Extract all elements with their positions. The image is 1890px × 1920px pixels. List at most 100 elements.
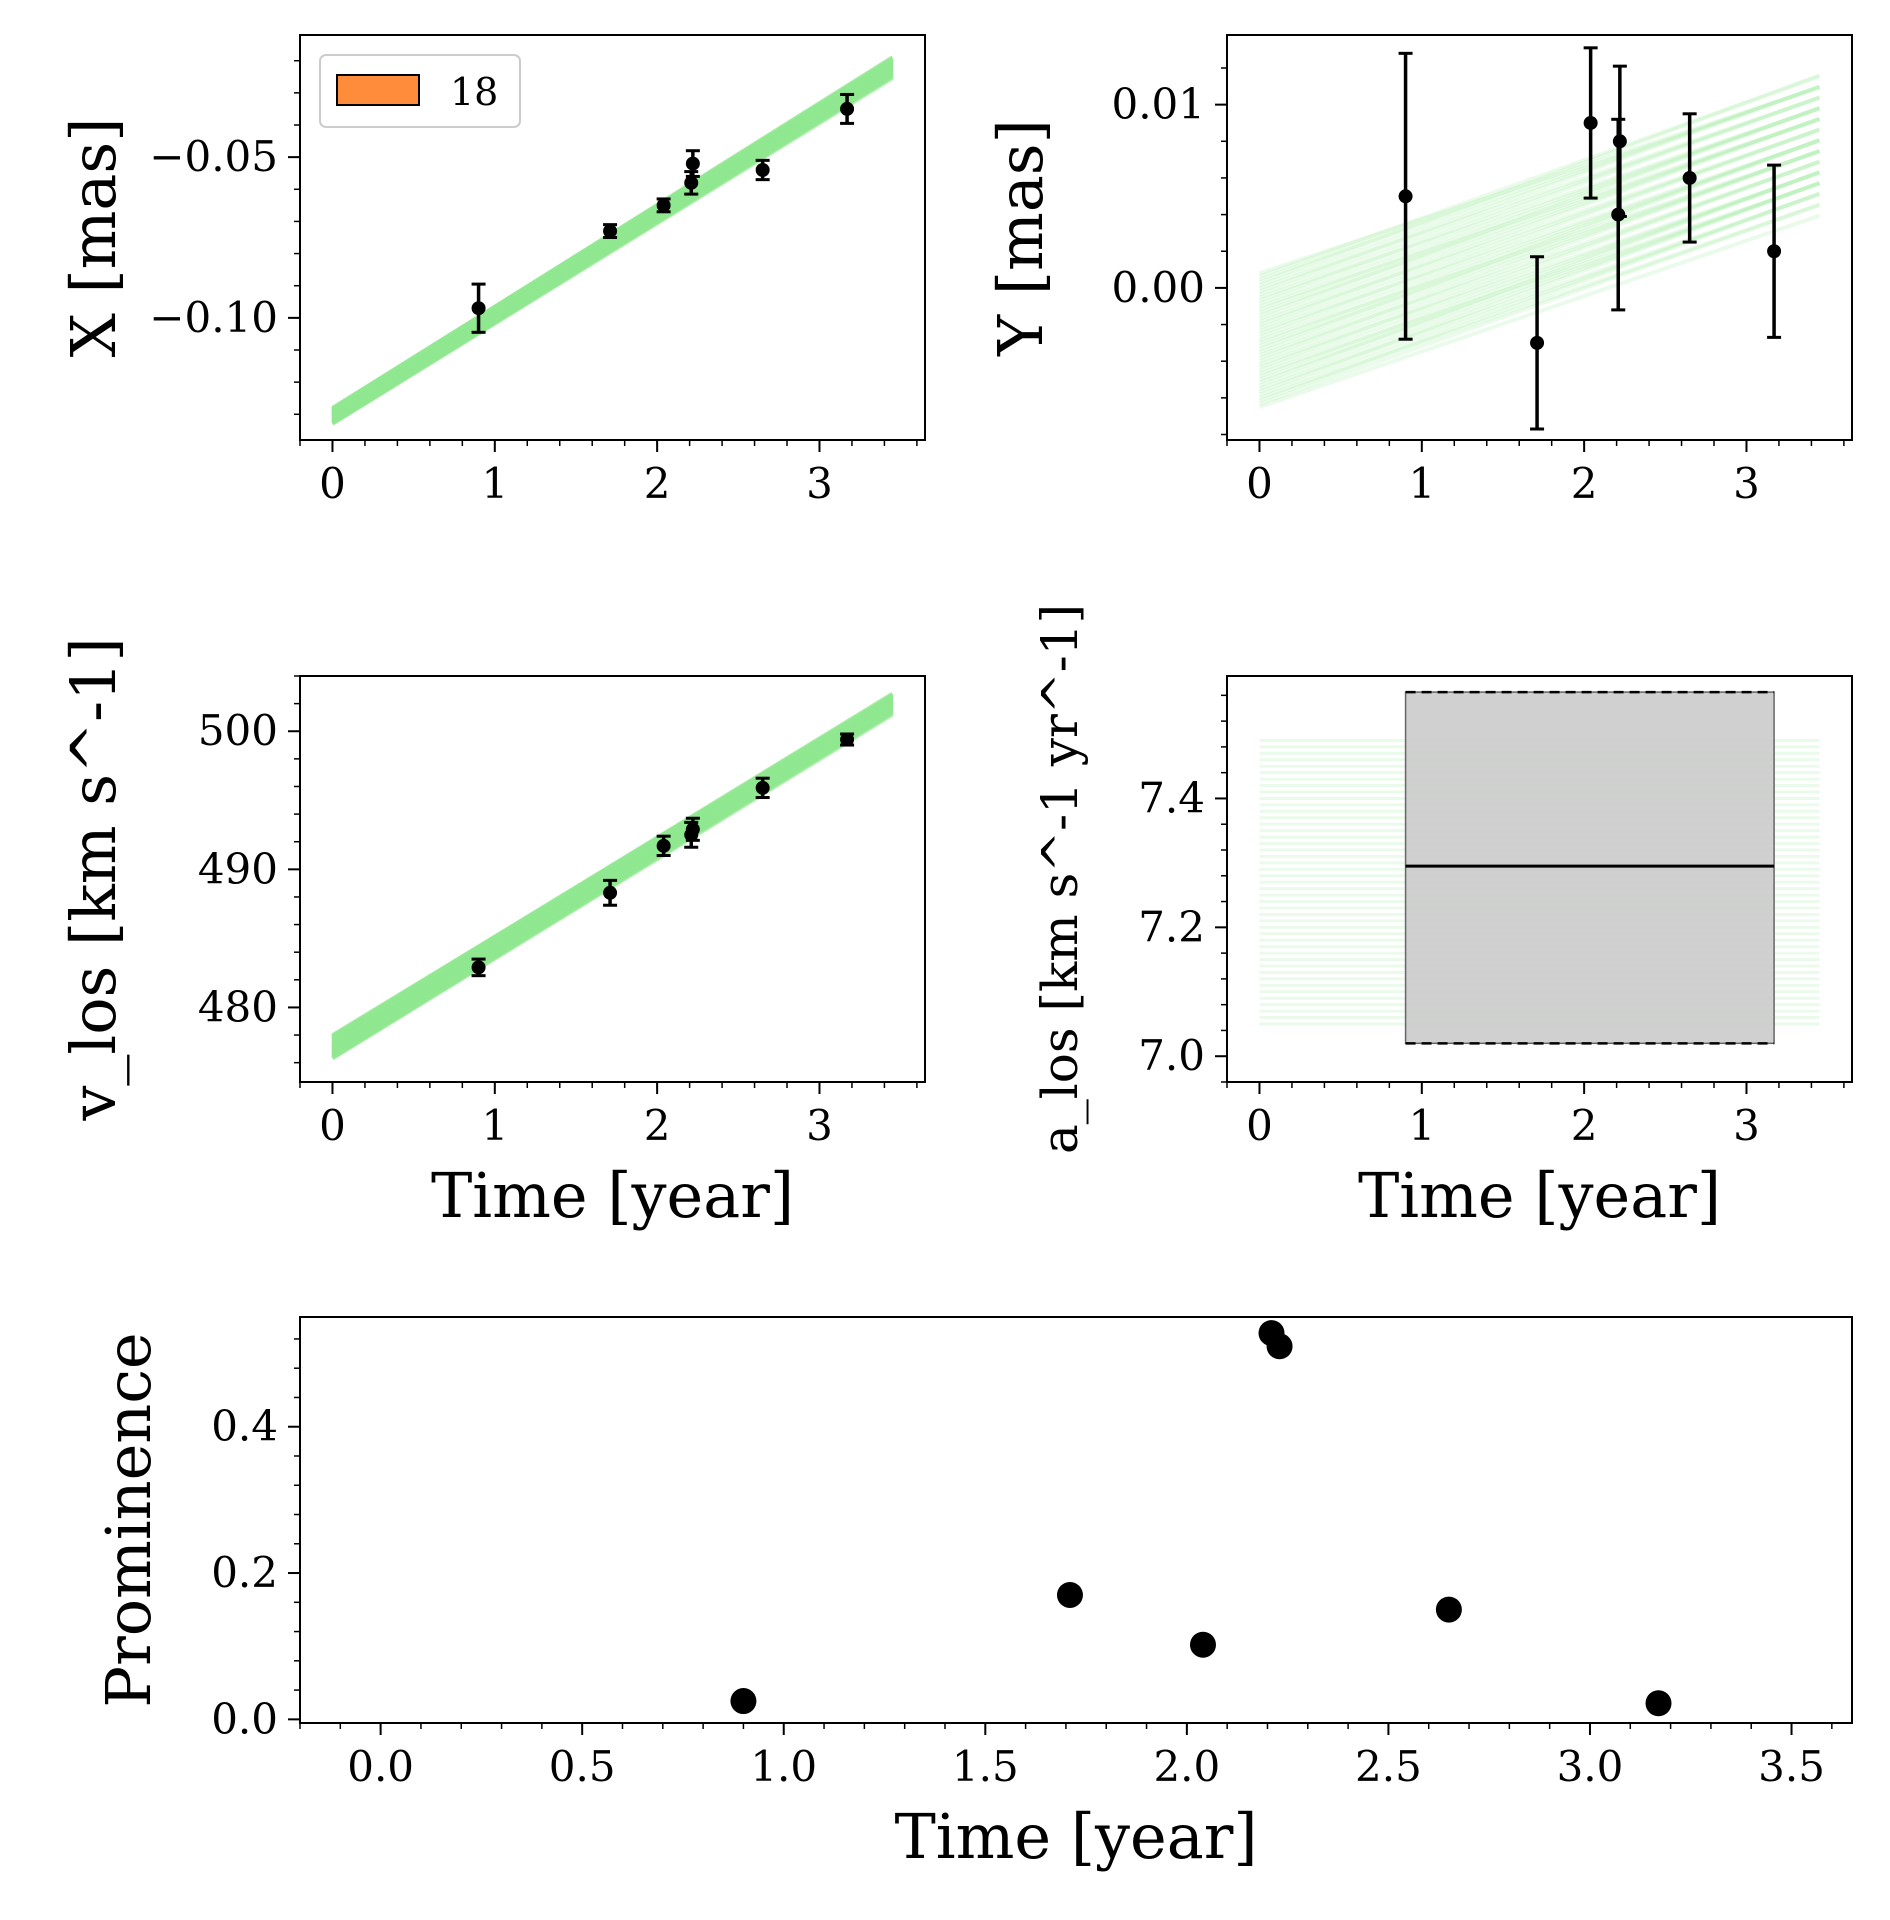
plot-clipped-group bbox=[1259, 690, 1820, 1045]
data-point bbox=[685, 822, 700, 837]
data-point bbox=[656, 198, 671, 213]
posterior-line bbox=[1258, 170, 1821, 379]
plot-clipped-group bbox=[331, 692, 894, 1061]
data-point bbox=[1645, 1690, 1672, 1717]
y-tick-label: 7.2 bbox=[1138, 902, 1205, 951]
plot-clipped-group bbox=[730, 1320, 1672, 1717]
x-tick-label: 2.0 bbox=[1153, 1742, 1220, 1791]
legend-swatch-18 bbox=[336, 74, 420, 106]
x-tick-label: 3 bbox=[1733, 1101, 1760, 1150]
x-tick-label: 2 bbox=[1571, 1101, 1598, 1150]
x-position-panel: 0 1 2 3 −0.10 −0.05 18 X [mas] bbox=[57, 34, 926, 508]
x-tick-label: 3 bbox=[806, 459, 833, 508]
data-point bbox=[1435, 1596, 1462, 1623]
posterior-line bbox=[1258, 74, 1821, 279]
data-point bbox=[656, 838, 671, 853]
data-point bbox=[1398, 189, 1413, 204]
posterior-line bbox=[1258, 181, 1821, 388]
y-tick-label: 500 bbox=[198, 706, 278, 755]
prominence-xlabel: Time [year] bbox=[894, 1800, 1257, 1873]
data-point bbox=[1189, 1631, 1216, 1658]
data-point bbox=[840, 732, 855, 747]
posterior-line bbox=[1258, 159, 1821, 364]
posterior-line bbox=[1258, 95, 1821, 297]
velocity-panel: 0 1 2 3 480 490 500 v_los [km s^-1] Time [year… bbox=[57, 637, 926, 1232]
data-point bbox=[1530, 335, 1545, 350]
posterior-line bbox=[1258, 170, 1821, 367]
acceleration-ylabel: a_los [km s^-1 yr^-1] bbox=[1031, 604, 1089, 1154]
posterior-line bbox=[1258, 95, 1821, 303]
posterior-line bbox=[1258, 106, 1821, 300]
prominence-plot-area bbox=[730, 1320, 1672, 1717]
plot-clipped-group bbox=[1258, 46, 1821, 431]
acceleration-axes-frame bbox=[1226, 675, 1853, 1083]
posterior-line bbox=[1258, 95, 1821, 291]
posterior-line bbox=[1258, 160, 1821, 358]
posterior-line bbox=[1258, 213, 1821, 409]
data-point bbox=[684, 175, 699, 190]
prominence-panel: 0.0 0.5 1.0 1.5 2.0 2.5 3.0 3.5 0.0 0.2 0.4 Promin… bbox=[92, 1316, 1853, 1873]
prominence-ticks: 0.0 0.5 1.0 1.5 2.0 2.5 3.0 3.5 0.0 0.2 0.4 bbox=[211, 1338, 1833, 1791]
x-tick-label: 2 bbox=[644, 459, 671, 508]
legend: 18 bbox=[319, 54, 521, 128]
posterior-line bbox=[1258, 181, 1821, 382]
data-point bbox=[1682, 170, 1697, 185]
posterior-line bbox=[1258, 85, 1821, 276]
posterior-line bbox=[1258, 127, 1821, 330]
y-tick-label: −0.10 bbox=[149, 293, 278, 342]
x-position-ticks: 0 1 2 3 −0.10 −0.05 bbox=[149, 59, 918, 508]
posterior-line bbox=[1258, 159, 1821, 370]
posterior-line bbox=[1258, 116, 1821, 327]
x-tick-label: 2.5 bbox=[1355, 1742, 1422, 1791]
posterior-line bbox=[1258, 116, 1821, 321]
posterior-line bbox=[1258, 106, 1821, 306]
x-position-axes-frame bbox=[299, 34, 926, 441]
data-point bbox=[685, 156, 700, 171]
posterior-line bbox=[1258, 191, 1821, 403]
data-point bbox=[471, 301, 486, 316]
x-tick-label: 3 bbox=[1733, 459, 1760, 508]
x-tick-label: 1.0 bbox=[750, 1742, 817, 1791]
data-point bbox=[471, 960, 486, 975]
posterior-line bbox=[1258, 148, 1821, 361]
x-tick-label: 0.5 bbox=[549, 1742, 616, 1791]
data-point bbox=[603, 885, 618, 900]
acceleration-xlabel: Time [year] bbox=[1358, 1159, 1721, 1232]
data-point bbox=[730, 1688, 757, 1715]
x-position-plot-area bbox=[331, 55, 894, 426]
y-tick-label: 0.01 bbox=[1111, 80, 1205, 129]
y-position-axes-frame bbox=[1226, 34, 1853, 441]
posterior-line bbox=[1258, 106, 1821, 312]
acceleration-plot-area bbox=[1259, 690, 1820, 1045]
posterior-line bbox=[1258, 192, 1821, 391]
x-tick-label: 0 bbox=[1246, 1101, 1273, 1150]
y-position-plot-area bbox=[1258, 46, 1821, 431]
data-point bbox=[840, 101, 855, 116]
x-tick-label: 0 bbox=[1246, 459, 1273, 508]
posterior-line bbox=[1258, 202, 1821, 406]
y-position-ticks: 0 1 2 3 0.00 0.01 bbox=[1111, 67, 1845, 508]
posterior-line bbox=[1258, 191, 1821, 397]
posterior-line bbox=[1258, 138, 1821, 339]
x-tick-label: 0 bbox=[319, 1101, 346, 1150]
data-point bbox=[1767, 244, 1782, 259]
y-tick-label: 0.0 bbox=[211, 1694, 278, 1743]
acceleration-panel: 0 1 2 3 7.0 7.2 7.4 a_los [km s^-1 yr^-1] Time… bbox=[1031, 604, 1853, 1232]
velocity-ylabel: v_los [km s^-1] bbox=[57, 637, 130, 1121]
posterior-line bbox=[1258, 137, 1821, 352]
x-tick-label: 0 bbox=[319, 459, 346, 508]
y-tick-label: 7.0 bbox=[1138, 1031, 1205, 1080]
plot-clipped-group bbox=[331, 55, 894, 426]
y-tick-label: −0.05 bbox=[149, 132, 278, 181]
velocity-xlabel: Time [year] bbox=[431, 1159, 794, 1232]
credible-interval-box bbox=[1404, 691, 1775, 1045]
x-tick-label: 1 bbox=[1408, 459, 1435, 508]
x-tick-label: 1 bbox=[481, 1101, 508, 1150]
x-tick-label: 3.0 bbox=[1557, 1742, 1624, 1791]
data-point bbox=[1266, 1333, 1293, 1360]
posterior-line bbox=[1258, 84, 1821, 294]
posterior-line bbox=[1258, 138, 1821, 333]
x-tick-label: 1 bbox=[481, 459, 508, 508]
posterior-line bbox=[1258, 169, 1821, 385]
